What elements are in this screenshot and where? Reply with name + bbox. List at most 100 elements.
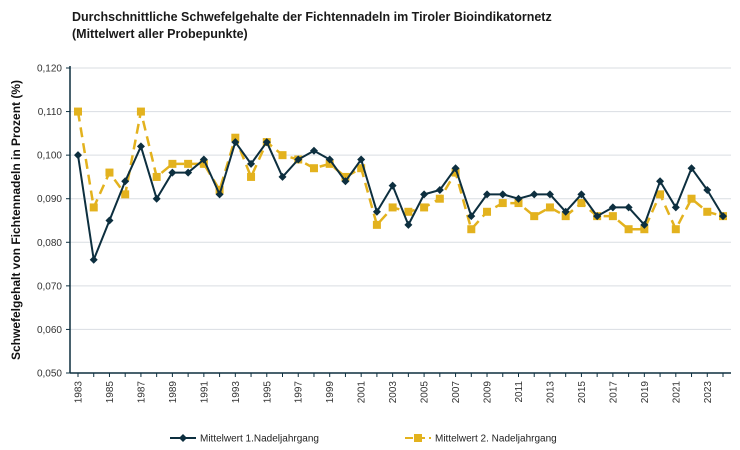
- data-point-square: [199, 159, 208, 168]
- data-point-square: [530, 212, 539, 221]
- data-point-square: [184, 159, 193, 168]
- data-point-square: [341, 172, 350, 181]
- x-tick-label: 2017: [608, 381, 619, 404]
- data-point-square: [231, 133, 240, 142]
- data-point-square: [483, 207, 492, 216]
- data-point-square: [325, 159, 334, 168]
- data-point-square: [168, 159, 177, 168]
- data-point-diamond: [184, 168, 193, 177]
- legend-item-1: Mittelwert 1.Nadeljahrgang: [170, 434, 319, 445]
- x-tick-label: 1991: [199, 381, 210, 404]
- data-point-diamond: [640, 220, 649, 229]
- data-point-square: [136, 107, 145, 116]
- data-point-square: [121, 190, 130, 199]
- chart-title-line2: (Mittelwert aller Probepunkte): [72, 27, 248, 41]
- x-tick-label: 2015: [577, 381, 588, 404]
- data-point-diamond: [199, 155, 208, 164]
- data-point-square: [74, 107, 82, 116]
- legend-label: Mittelwert 2. Nadeljahrgang: [435, 434, 557, 445]
- x-tick-label: 2009: [483, 381, 494, 404]
- data-point-diamond: [278, 172, 287, 181]
- x-tick-label: 2011: [514, 381, 525, 403]
- y-tick-label: 0,100: [37, 151, 62, 162]
- data-point-diamond: [467, 212, 476, 221]
- data-point-square: [309, 164, 318, 173]
- data-point-square: [624, 225, 633, 234]
- data-point-diamond: [404, 220, 413, 229]
- data-point-diamond: [608, 203, 617, 212]
- chart-title-line1: Durchschnittliche Schwefelgehalte der Fi…: [72, 10, 552, 24]
- x-tick-label: 1993: [231, 381, 242, 404]
- legend: Mittelwert 1.Nadeljahrgang Mittelwert 2. …: [170, 434, 557, 445]
- x-tick-label: 1983: [74, 381, 85, 404]
- x-axis-ticks: 1983 1985 1987 1989 1991 1993 1995 1997 1999 2001…: [74, 373, 724, 403]
- data-point-diamond: [105, 216, 114, 225]
- data-point-diamond: [294, 155, 303, 164]
- data-point-square: [687, 194, 696, 203]
- data-point-diamond: [561, 207, 570, 216]
- data-point-diamond: [74, 151, 82, 160]
- data-point-square: [561, 212, 570, 221]
- data-point-diamond: [451, 164, 460, 173]
- data-point-square: [215, 186, 224, 194]
- data-point-diamond: [262, 138, 271, 147]
- x-tick-label: 2019: [640, 381, 651, 404]
- data-point-square: [514, 199, 523, 208]
- y-tick-label: 0,090: [37, 194, 62, 205]
- data-point-square: [656, 190, 665, 199]
- x-tick-label: 2023: [703, 381, 714, 404]
- y-axis-label: Schwefelgehalt von Fichtennadeln in Proz…: [9, 80, 23, 360]
- data-point-square: [372, 220, 381, 229]
- data-point-square: [414, 434, 422, 442]
- data-point-square: [640, 225, 649, 234]
- data-point-diamond: [483, 190, 492, 199]
- data-point-diamond: [656, 177, 665, 186]
- data-point-square: [105, 168, 114, 177]
- data-point-square: [498, 199, 507, 208]
- data-point-diamond: [215, 190, 224, 199]
- x-tick-label: 2003: [388, 381, 399, 404]
- data-point-diamond: [593, 212, 602, 221]
- data-point-diamond: [703, 186, 712, 194]
- data-point-diamond: [530, 190, 539, 199]
- y-tick-label: 0,080: [37, 238, 62, 249]
- data-point-diamond: [420, 190, 429, 199]
- data-point-diamond: [388, 181, 397, 190]
- x-tick-label: 1999: [325, 381, 336, 404]
- data-point-diamond: [168, 168, 177, 177]
- x-tick-label: 2007: [451, 381, 462, 404]
- data-point-diamond: [325, 155, 334, 164]
- data-point-diamond: [341, 177, 350, 186]
- data-point-square: [247, 172, 256, 181]
- series-2: [74, 107, 727, 234]
- data-point-square: [278, 151, 287, 160]
- data-point-square: [89, 203, 98, 212]
- data-point-diamond: [624, 203, 633, 212]
- data-point-square: [404, 207, 413, 216]
- data-point-square: [388, 203, 397, 212]
- data-point-square: [467, 225, 476, 234]
- y-tick-label: 0,110: [38, 107, 63, 118]
- series-1: [74, 138, 727, 264]
- x-tick-label: 2001: [357, 381, 368, 404]
- legend-label: Mittelwert 1.Nadeljahrgang: [200, 434, 319, 445]
- x-tick-label: 1985: [105, 381, 116, 404]
- data-point-diamond: [247, 159, 256, 168]
- data-point-diamond: [687, 164, 696, 173]
- data-point-diamond: [719, 212, 727, 221]
- data-point-diamond: [309, 146, 318, 155]
- data-point-square: [577, 199, 586, 208]
- data-point-square: [435, 194, 444, 203]
- series-group: [74, 107, 727, 264]
- series-line: [76, 110, 724, 231]
- y-tick-label: 0,070: [37, 281, 62, 292]
- y-tick-label: 0,060: [37, 325, 62, 336]
- data-point-diamond: [514, 194, 523, 203]
- data-point-diamond: [136, 142, 145, 151]
- legend-item-2: Mittelwert 2. Nadeljahrgang: [405, 434, 557, 445]
- x-tick-label: 1989: [168, 381, 179, 404]
- data-point-square: [451, 168, 460, 177]
- chart-title: Durchschnittliche Schwefelgehalte der Fi…: [72, 9, 552, 43]
- data-point-diamond: [121, 177, 130, 186]
